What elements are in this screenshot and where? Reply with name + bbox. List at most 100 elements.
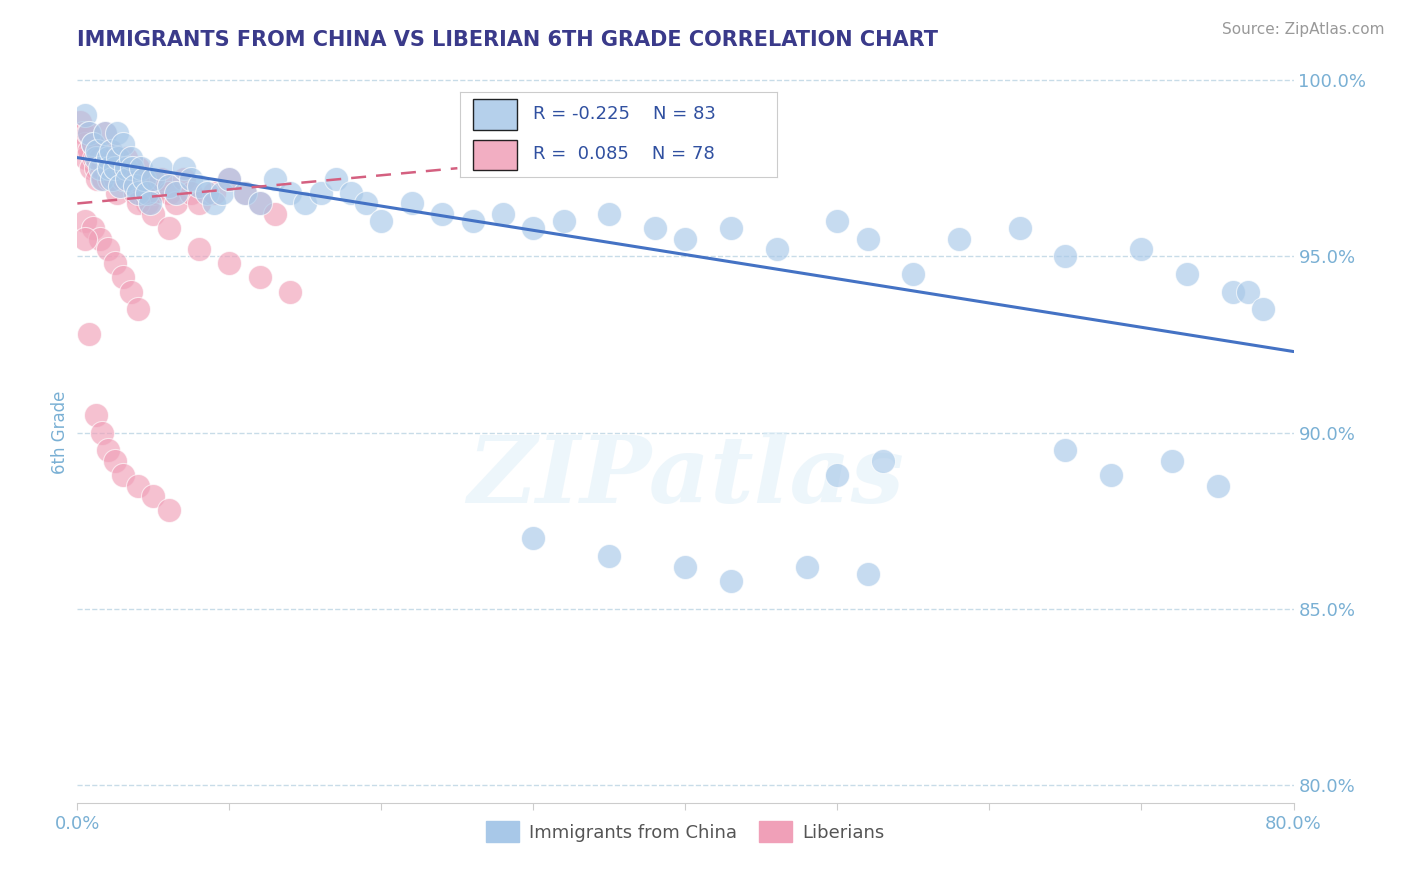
Point [134, 186, 156, 200]
Point [1237, 285, 1260, 299]
Point [553, 214, 575, 228]
Point [340, 186, 363, 200]
Point [89, 232, 111, 246]
Point [188, 196, 211, 211]
Point [97, 161, 120, 176]
Point [856, 232, 879, 246]
Point [127, 478, 149, 492]
Point [136, 186, 159, 200]
Point [827, 214, 849, 228]
Point [1175, 267, 1198, 281]
Point [84, 161, 107, 176]
Point [165, 196, 187, 211]
Point [1008, 221, 1031, 235]
Point [124, 178, 146, 193]
Point [111, 467, 134, 482]
Point [96, 151, 118, 165]
Point [89, 161, 111, 176]
Point [97, 242, 120, 256]
Point [139, 171, 162, 186]
Point [111, 136, 134, 151]
Point [115, 161, 138, 176]
Point [278, 186, 301, 200]
Point [120, 285, 142, 299]
Point [73, 214, 96, 228]
Point [83, 151, 105, 165]
Point [598, 207, 620, 221]
Point [120, 151, 142, 165]
Point [105, 186, 128, 200]
Point [278, 285, 301, 299]
Point [117, 171, 139, 186]
Point [121, 161, 143, 176]
Point [294, 196, 316, 211]
Point [430, 207, 453, 221]
Point [149, 171, 172, 186]
Point [86, 144, 108, 158]
Point [108, 178, 131, 193]
Point [121, 171, 143, 186]
Point [264, 171, 287, 186]
Point [124, 186, 146, 200]
Point [354, 196, 377, 211]
Point [82, 136, 104, 151]
Point [105, 126, 128, 140]
Point [903, 267, 925, 281]
Point [309, 186, 332, 200]
Point [180, 186, 202, 200]
Point [188, 242, 211, 256]
Point [107, 151, 129, 165]
Text: IMMIGRANTS FROM CHINA VS LIBERIAN 6TH GRADE CORRELATION CHART: IMMIGRANTS FROM CHINA VS LIBERIAN 6TH GR… [77, 29, 938, 50]
Point [69, 115, 91, 129]
Point [97, 443, 120, 458]
Point [104, 161, 127, 176]
Point [1130, 242, 1153, 256]
Point [84, 408, 107, 422]
Y-axis label: 6th Grade: 6th Grade [51, 391, 69, 475]
Point [142, 489, 165, 503]
Point [149, 161, 172, 176]
Point [948, 232, 970, 246]
Point [90, 425, 112, 440]
Point [73, 232, 96, 246]
Point [1251, 302, 1274, 317]
Point [218, 256, 240, 270]
Point [73, 108, 96, 122]
Point [104, 256, 127, 270]
Point [111, 270, 134, 285]
Point [675, 559, 697, 574]
Point [79, 126, 101, 140]
Point [73, 136, 96, 151]
Point [142, 207, 165, 221]
Point [79, 144, 101, 158]
Point [75, 151, 97, 165]
Point [202, 186, 225, 200]
Point [325, 171, 347, 186]
Point [129, 171, 152, 186]
Legend: Immigrants from China, Liberians: Immigrants from China, Liberians [479, 814, 891, 849]
Point [461, 214, 484, 228]
Point [134, 171, 156, 186]
Point [103, 161, 125, 176]
Point [1161, 454, 1184, 468]
Point [173, 171, 195, 186]
Point [173, 161, 195, 176]
Point [211, 186, 233, 200]
Point [101, 171, 124, 186]
Point [492, 207, 515, 221]
Point [1222, 285, 1244, 299]
Point [249, 196, 271, 211]
Point [598, 549, 620, 563]
Point [136, 196, 159, 211]
Point [796, 559, 818, 574]
Point [98, 171, 121, 186]
Point [111, 171, 134, 186]
Point [218, 171, 240, 186]
Point [202, 196, 225, 211]
Point [108, 161, 131, 176]
Point [97, 151, 120, 165]
Point [127, 302, 149, 317]
Point [82, 136, 104, 151]
Point [675, 232, 697, 246]
Point [1054, 249, 1077, 263]
